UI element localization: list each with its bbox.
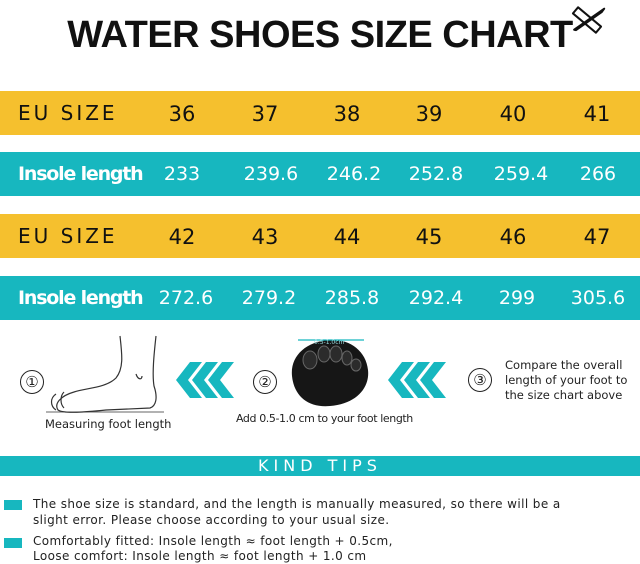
length-cell: 239.6 — [243, 163, 299, 185]
ruler-pencil-icon — [571, 6, 606, 34]
tip-1-line-1: The shoe size is standard, and the lengt… — [33, 497, 561, 511]
tip-1-line-2: slight error. Please choose according to… — [33, 513, 390, 527]
size-cell: 36 — [168, 102, 196, 126]
water-shoe-image — [291, 339, 369, 407]
size-cell: 38 — [333, 102, 361, 126]
length-cell: 233 — [163, 163, 201, 185]
eu-size-row-1: EU SIZE 36 37 38 39 40 41 — [0, 91, 640, 135]
size-cell: 42 — [168, 225, 196, 249]
insole-length-row-1: Insole length 233 239.6 246.2 252.8 259.… — [0, 152, 640, 196]
eu-size-row-2: EU SIZE 42 43 44 45 46 47 — [0, 214, 640, 258]
tip-2-line-1: Comfortably fitted: Insole length ≈ foot… — [33, 534, 393, 548]
row-label: Insole length — [18, 287, 144, 309]
row-label: EU SIZE — [18, 224, 118, 248]
step-3-line: Compare the overall — [505, 358, 623, 372]
double-chevron-left-icon — [388, 362, 446, 398]
step-2-caption: Add 0.5-1.0 cm to your foot length — [236, 412, 413, 425]
size-cell: 37 — [251, 102, 279, 126]
size-cell: 44 — [333, 225, 361, 249]
step-3-line: length of your foot to — [505, 373, 628, 387]
step-2-number: ② — [253, 370, 277, 394]
foot-illustration-icon — [46, 335, 164, 413]
row-label: Insole length — [18, 163, 144, 185]
size-cell: 40 — [499, 102, 527, 126]
size-cell: 46 — [499, 225, 527, 249]
shoe-margin-label: 0.5-1.0cm — [314, 339, 345, 346]
length-cell: 252.8 — [408, 163, 464, 185]
length-cell: 305.6 — [570, 287, 626, 309]
insole-length-row-2: Insole length 272.6 279.2 285.8 292.4 29… — [0, 276, 640, 320]
length-cell: 246.2 — [326, 163, 382, 185]
size-cell: 43 — [251, 225, 279, 249]
step-1-number: ① — [20, 370, 44, 394]
row-label: EU SIZE — [18, 101, 118, 125]
length-cell: 279.2 — [241, 287, 297, 309]
length-cell: 266 — [579, 163, 617, 185]
size-cell: 41 — [583, 102, 611, 126]
tip-2-line-2: Loose comfort: Insole length ≈ foot leng… — [33, 549, 367, 563]
tip-bullet — [4, 500, 22, 510]
length-cell: 292.4 — [408, 287, 464, 309]
length-cell: 272.6 — [158, 287, 214, 309]
size-cell: 39 — [415, 102, 443, 126]
kind-tips-heading: KIND TIPS — [0, 456, 640, 476]
tip-bullet — [4, 538, 22, 548]
double-chevron-left-icon — [176, 362, 234, 398]
length-cell: 285.8 — [324, 287, 380, 309]
step-3-number: ③ — [468, 368, 492, 392]
chart-title: WATER SHOES SIZE CHART — [67, 14, 573, 56]
size-cell: 45 — [415, 225, 443, 249]
length-cell: 259.4 — [493, 163, 549, 185]
step-3-line: the size chart above — [505, 388, 623, 402]
size-cell: 47 — [583, 225, 611, 249]
length-cell: 299 — [498, 287, 536, 309]
step-1-caption: Measuring foot length — [45, 417, 172, 431]
